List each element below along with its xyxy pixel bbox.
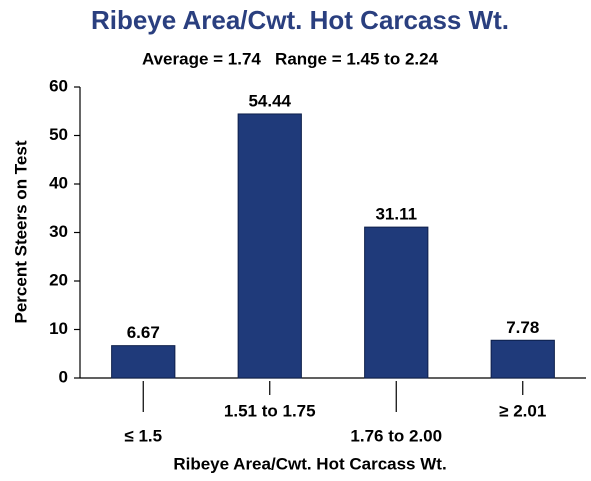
bar	[237, 113, 302, 379]
x-tick-label: ≤ 1.5	[124, 426, 162, 445]
y-tick-label: 0	[59, 367, 68, 386]
data-label: 31.11	[375, 205, 417, 224]
y-tick-label: 40	[49, 173, 68, 192]
bar	[111, 345, 176, 379]
chart-subtitle: Average = 1.74 Range = 1.45 to 2.24	[142, 49, 439, 68]
y-tick-label: 20	[49, 270, 68, 289]
y-axis-label: Percent Steers on Test	[11, 140, 30, 323]
x-tick-label: 1.76 to 2.00	[350, 426, 442, 445]
y-tick-label: 50	[49, 125, 68, 144]
chart-title: Ribeye Area/Cwt. Hot Carcass Wt.	[91, 5, 509, 35]
y-tick-label: 60	[49, 76, 68, 95]
bar	[490, 339, 555, 379]
data-label: 7.78	[506, 318, 539, 337]
x-axis-label: Ribeye Area/Cwt. Hot Carcass Wt.	[173, 454, 446, 473]
x-tick-label: 1.51 to 1.75	[224, 401, 316, 420]
x-tick-label: ≥ 2.01	[499, 401, 546, 420]
y-tick-label: 10	[49, 319, 68, 338]
data-label: 6.67	[127, 323, 160, 342]
data-label: 54.44	[248, 91, 291, 110]
bar	[364, 226, 429, 379]
y-tick-label: 30	[49, 222, 68, 241]
